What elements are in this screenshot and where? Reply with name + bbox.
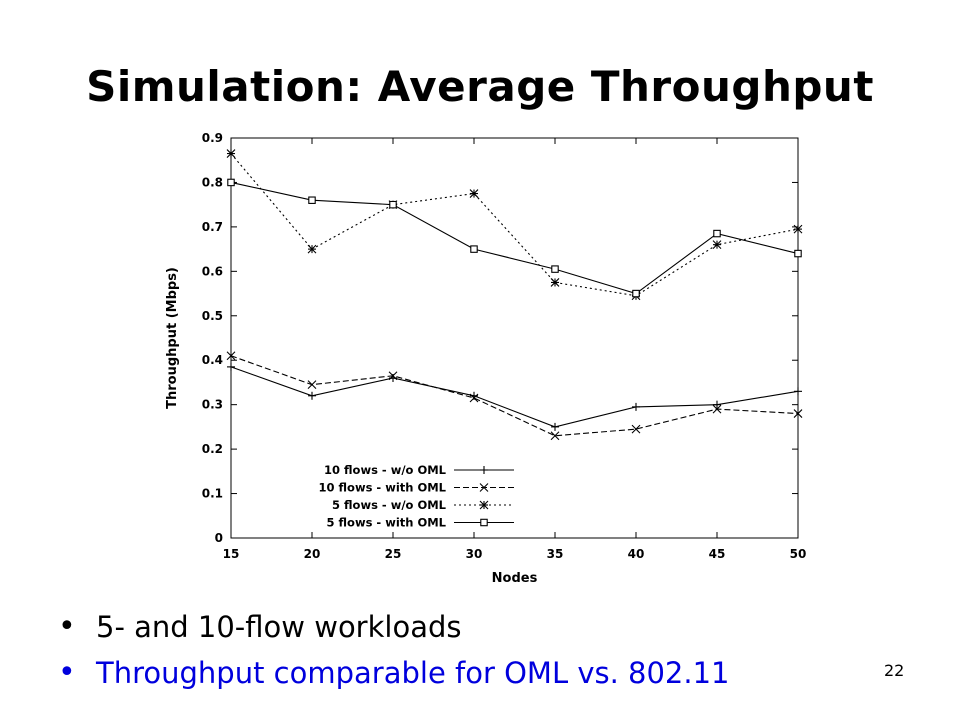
- x-tick-label: 35: [547, 547, 564, 561]
- series-4-point: [713, 229, 721, 238]
- y-tick-label: 0.5: [202, 309, 223, 323]
- legend-label: 5 flows - w/o OML: [332, 498, 447, 512]
- x-tick-label: 20: [304, 547, 321, 561]
- x-tick-label: 15: [223, 547, 240, 561]
- series-3-point: [307, 244, 317, 254]
- series-4-point: [551, 265, 559, 273]
- x-axis-label: Nodes: [492, 571, 538, 586]
- series-2-point: [388, 371, 398, 381]
- series-4-point: [227, 178, 235, 187]
- y-tick-label: 0.9: [202, 131, 223, 145]
- series-3-point: [550, 278, 560, 287]
- series-2-point: [226, 351, 236, 361]
- plot-frame: [230, 137, 799, 539]
- series-2-point: [712, 404, 722, 414]
- series-1-point: [632, 402, 640, 411]
- x-tick-label: 30: [466, 547, 483, 561]
- series-4-point: [470, 245, 478, 253]
- y-tick-label: 0.3: [202, 398, 223, 412]
- x-tick-label: 50: [790, 547, 807, 561]
- series-1-point: [794, 387, 802, 396]
- series-2-point: [793, 409, 803, 418]
- legend-label: 10 flows - w/o OML: [324, 463, 447, 477]
- throughput-line-chart: 0 0.1 0.2 0.3 0.4 0.5 0.6 0.7 0.8 0.9 15 20 25 30 35 40…: [165, 131, 806, 586]
- page-number: 22: [884, 661, 905, 680]
- y-tick-label: 0.1: [202, 487, 223, 501]
- y-tick-label: 0: [215, 531, 223, 545]
- bullet-item-workloads: 5- and 10-flow workloads: [58, 604, 730, 650]
- series-2-point: [550, 431, 560, 441]
- series-2-point: [307, 380, 317, 390]
- bullet-list: 5- and 10-flow workloads Throughput comp…: [58, 604, 730, 696]
- series-1-point: [227, 362, 235, 371]
- y-tick-label: 0.8: [202, 175, 223, 189]
- legend-swatch-marker: [480, 466, 488, 474]
- legend-label: 5 flows - with OML: [327, 516, 447, 530]
- series-1-point: [551, 422, 559, 431]
- legend-swatch-marker: [479, 483, 489, 492]
- series-1-point: [308, 391, 316, 400]
- bullet-item-throughput: Throughput comparable for OML vs. 802.11: [58, 650, 730, 696]
- series-1-point: [713, 400, 721, 409]
- series-line-3: [230, 153, 799, 297]
- slide-title: Simulation: Average Throughput: [86, 62, 874, 111]
- series-line-4: [230, 181, 799, 295]
- x-tick-label: 45: [709, 547, 726, 561]
- series-3-point: [712, 240, 722, 250]
- series-3-point: [469, 189, 479, 198]
- x-tick-label: 40: [628, 547, 645, 561]
- series-2-point: [469, 393, 479, 403]
- series-3-point: [793, 224, 803, 234]
- series-4-point: [389, 200, 397, 209]
- y-tick-label: 0.6: [202, 264, 223, 278]
- plot-area: 0 0.1 0.2 0.3 0.4 0.5 0.6 0.7 0.8 0.9 15 20 25 30 35 40…: [165, 131, 806, 586]
- y-tick-label: 0.4: [202, 353, 223, 367]
- y-tick-label: 0.2: [202, 442, 223, 456]
- y-axis-label: Throughput (Mbps): [165, 267, 180, 409]
- series-line-1: [230, 366, 799, 428]
- series-2-point: [631, 424, 641, 434]
- legend-label: 10 flows - with OML: [319, 481, 447, 495]
- series-line-2: [230, 355, 799, 437]
- x-tick-label: 25: [385, 547, 402, 561]
- legend-swatch-marker: [480, 518, 488, 527]
- series-4-point: [794, 249, 802, 258]
- legend-swatch-marker: [479, 500, 489, 510]
- series-3-point: [226, 149, 236, 158]
- series-4-point: [308, 196, 316, 204]
- series-4-point: [632, 289, 640, 298]
- y-tick-label: 0.7: [202, 220, 223, 234]
